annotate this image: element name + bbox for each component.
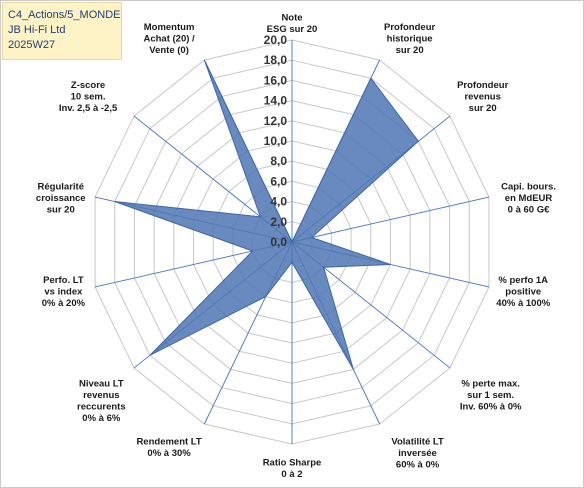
axis-label: Profondeur revenus sur 20 — [457, 80, 508, 114]
axis-label: % perfo 1A positive 40% à 100% — [496, 275, 550, 309]
axis-label: Perfo. LT vs index 0% à 20% — [42, 275, 86, 309]
tick-label: 8,0 — [270, 154, 287, 168]
axis-label-line: sur 20 — [47, 205, 75, 216]
axis-label-line: vs index — [44, 286, 83, 297]
axis-label-line: Achat (20) / — [143, 33, 195, 44]
axis-label-line: 40% à 100% — [496, 298, 550, 309]
axis-label: % perte max. sur 1 sem. Inv. 60% à 0% — [460, 378, 522, 412]
axis-label-line: croissance — [36, 193, 86, 204]
axis-label-line: sur 1 sem. — [467, 390, 514, 401]
tick-label: 4,0 — [270, 195, 287, 209]
radar-tick-labels: 0,0 2,0 4,0 6,0 8,0 10,0 12,0 14,0 16,0 18,0 20,0 — [264, 33, 288, 249]
axis-label: Z-score 10 sem. Inv. 2,5 à -2,5 — [59, 80, 118, 114]
axis-label-line: Note — [281, 13, 302, 24]
radar-series-area — [114, 59, 420, 370]
axis-label-line: 0 à 2 — [281, 469, 302, 480]
tick-label: 2,0 — [270, 215, 287, 229]
axis-label-line: Momentum — [144, 22, 195, 33]
axis-label-line: Rendement LT — [136, 437, 201, 448]
axis-label-line: Vente (0) — [149, 45, 189, 56]
tick-label: 20,0 — [264, 33, 288, 47]
axis-label-line: Inv. 2,5 à -2,5 — [59, 103, 118, 114]
axis-label-line: revenus — [464, 92, 500, 103]
axis-label-line: ESG sur 20 — [267, 24, 318, 35]
axis-label: Profondeur historique sur 20 — [384, 22, 435, 56]
axis-label-line: inversée — [398, 448, 437, 459]
title-line-company: JB Hi-Fi Ltd — [8, 24, 66, 36]
tick-label: 10,0 — [264, 134, 288, 148]
axis-label-line: sur 20 — [469, 103, 497, 114]
axis-label-line: reccurents — [77, 401, 126, 412]
axis-label: Ratio Sharpe 0 à 2 — [263, 458, 322, 481]
title-line-category: C4_Actions/5_MONDE — [8, 9, 121, 21]
axis-label-line: Inv. 60% à 0% — [460, 401, 522, 412]
axis-label-line: Ratio Sharpe — [263, 458, 322, 469]
axis-label-line: positive — [505, 286, 541, 297]
tick-label: 18,0 — [264, 53, 288, 67]
axis-label-line: % perfo 1A — [498, 275, 548, 286]
tick-label: 16,0 — [264, 73, 288, 87]
tick-label: 6,0 — [270, 174, 287, 188]
tick-label: 12,0 — [264, 114, 288, 128]
radar-spoke — [291, 196, 490, 243]
axis-label-line: Profondeur — [457, 80, 508, 91]
axis-label-line: revenus — [83, 390, 119, 401]
axis-label: Niveau LT revenus reccurents 0% à 6% — [77, 378, 126, 424]
axis-label-line: Z-score — [71, 80, 105, 91]
axis-label-line: 0% à 20% — [42, 298, 86, 309]
axis-label-line: 60% à 0% — [396, 460, 440, 471]
axis-label: Capi. bours. en MdEUR 0 à 60 G€ — [501, 182, 556, 216]
axis-label-line: historique — [387, 33, 433, 44]
axis-label-line: 0% à 30% — [147, 448, 191, 459]
axis-label-line: Régularité — [38, 182, 84, 193]
axis-label-line: Niveau LT — [79, 378, 124, 389]
axis-label-line: sur 20 — [396, 45, 424, 56]
axis-label: Rendement LT 0% à 30% — [136, 437, 201, 460]
axis-label: Volatilité LT inversée 60% à 0% — [391, 437, 444, 471]
axis-label-line: 10 sem. — [71, 92, 106, 103]
axis-label-line: 0 à 60 G€ — [508, 205, 550, 216]
axis-label-line: 0% à 6% — [82, 413, 121, 424]
axis-label: Régularité croissance sur 20 — [36, 182, 86, 216]
axis-label: Momentum Achat (20) / Vente (0) — [143, 22, 195, 56]
radar-axis-labels: Note ESG sur 20 Profondeur historique sur 20… — [36, 13, 556, 481]
chart-title-box: C4_Actions/5_MONDE JB Hi-Fi Ltd 2025W27 — [2, 2, 122, 60]
axis-label-line: en MdEUR — [505, 193, 553, 204]
axis-label-line: Capi. bours. — [501, 182, 556, 193]
axis-label-line: Perfo. LT — [43, 275, 84, 286]
axis-label: Note ESG sur 20 — [267, 13, 318, 36]
axis-label-line: Volatilité LT — [391, 437, 444, 448]
axis-label-line: Profondeur — [384, 22, 435, 33]
axis-label-line: % perte max. — [461, 378, 520, 389]
tick-label: 0,0 — [270, 235, 287, 249]
tick-label: 14,0 — [264, 94, 288, 108]
title-line-week: 2025W27 — [8, 39, 56, 51]
